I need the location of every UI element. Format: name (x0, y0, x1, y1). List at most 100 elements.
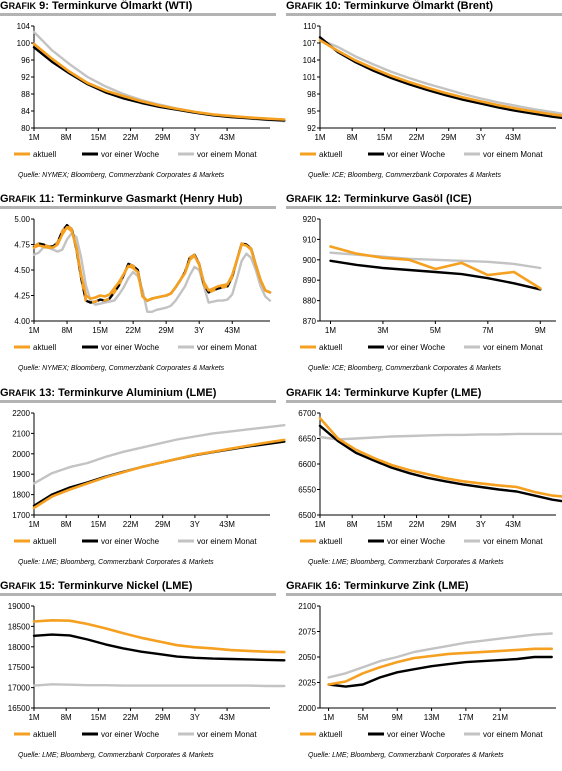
series-group (329, 245, 542, 291)
chart-title-text: Terminkurve Nickel (LME) (58, 580, 193, 592)
title-rule (0, 206, 276, 209)
y-tick-label: 5.00 (14, 215, 30, 224)
series-line-week (327, 655, 553, 688)
axes: 16500 17000 17500 18000 18500 19000 1M 8M 15M 22M… (8, 602, 270, 722)
x-tick-label: 29M (155, 713, 171, 722)
y-tick-label: 6700 (298, 409, 316, 418)
chart-title-number: 10: (325, 0, 342, 12)
chart-title-number: 9: (39, 0, 49, 12)
y-tick-label: 17500 (8, 663, 31, 672)
x-tick-label: 43M (505, 520, 521, 529)
title-rule (286, 593, 562, 596)
chart-title-number: 14: (325, 387, 342, 399)
x-tick-label: 3Y (194, 326, 204, 335)
legend-label: vor einem Monat (197, 730, 257, 739)
chart-title: GRAFIK 16: Terminkurve Zink (LME) (286, 580, 469, 592)
y-tick-label: 910 (303, 235, 317, 244)
series-line-aktuell (318, 38, 562, 117)
legend: aktuell vor einer Woche vor einem Monat (14, 537, 257, 546)
legend-label: aktuell (319, 343, 342, 352)
legend: aktuell vor einer Woche vor einem Monat (14, 730, 257, 739)
y-tick-label: 4.50 (14, 266, 30, 275)
x-tick-label: 15M (91, 520, 107, 529)
y-tick-label: 4.75 (14, 241, 30, 250)
x-tick-label: 3Y (190, 133, 200, 142)
title-rule (0, 593, 276, 596)
y-tick-label: 6650 (298, 435, 316, 444)
chart-title-text: Terminkurve Aluminium (LME) (58, 387, 217, 399)
legend-label: vor einer Woche (387, 150, 446, 159)
chart-title-prefix: GRAFIK (0, 0, 37, 12)
legend-label: vor einer Woche (387, 537, 446, 546)
series-line-month (318, 38, 562, 115)
chart-source: Quelle: LME; Bloomberg, Commerzbank Corp… (18, 752, 214, 759)
y-tick-label: 84 (21, 107, 30, 116)
series-line-month (32, 683, 286, 688)
series-group (318, 36, 562, 120)
x-tick-label: 1M (28, 520, 39, 529)
title-rule (286, 13, 562, 16)
y-tick-label: 2050 (298, 653, 316, 662)
legend: aktuell vor einer Woche vor einem Monat (300, 730, 543, 739)
chart-source: Quelle: NYMEX; Bloomberg, Commerzbank Co… (18, 172, 225, 179)
series-line-aktuell (32, 438, 286, 510)
x-tick-label: 43M (219, 713, 235, 722)
chart-title: GRAFIK 15: Terminkurve Nickel (LME) (0, 580, 192, 592)
chart-svg: 1700 1800 1900 2000 2100 2200 1M 8M 15M 22M 29M 3Y 4… (12, 409, 286, 546)
series-line-week (32, 633, 286, 662)
legend-label: aktuell (33, 343, 56, 352)
legend: aktuell vor einer Woche vor einem Monat (14, 343, 257, 352)
chart-panel: GRAFIK 10: Terminkurve Ölmarkt (Brent) 92… (286, 0, 562, 191)
chart-title: GRAFIK 9: Terminkurve Ölmarkt (WTI) (0, 0, 192, 12)
chart-title-text: Terminkurve Gasmarkt (Henry Hub) (57, 193, 243, 205)
legend-label: aktuell (33, 537, 56, 546)
x-tick-label: 1M (28, 133, 39, 142)
x-tick-label: 29M (155, 520, 171, 529)
legend-label: aktuell (319, 150, 342, 159)
chart-title-text: Terminkurve Ölmarkt (Brent) (344, 0, 494, 12)
x-tick-label: 22M (123, 713, 139, 722)
y-tick-label: 80 (21, 124, 30, 133)
y-tick-label: 1900 (12, 470, 30, 479)
chart-panel: GRAFIK 14: Terminkurve Kupfer (LME) 6500 6… (286, 387, 562, 578)
y-tick-label: 92 (307, 124, 316, 133)
x-tick-label: 5M (430, 326, 441, 335)
axes: 92 95 98 101 104 107 110 1M 8M 15M 22M 29M 3Y 43M (303, 22, 556, 142)
x-tick-label: 1M (323, 713, 334, 722)
chart-title-number: 12: (325, 193, 342, 205)
chart-panel: GRAFIK 11: Terminkurve Gasmarkt (Henry H… (0, 193, 276, 384)
legend-label: aktuell (33, 730, 56, 739)
legend-label: vor einem Monat (483, 150, 543, 159)
y-tick-label: 104 (17, 22, 31, 31)
x-tick-label: 21M (492, 713, 508, 722)
y-tick-label: 100 (17, 39, 31, 48)
chart-title-text: Terminkurve Ölmarkt (WTI) (51, 0, 193, 12)
axes: 870 880 890 900 910 920 1M 3M 5M 7M 9M (303, 215, 556, 335)
legend-label: vor einem Monat (197, 537, 257, 546)
x-tick-label: 29M (158, 326, 174, 335)
series-line-week (32, 46, 286, 122)
x-tick-label: 8M (61, 326, 72, 335)
y-tick-label: 4.25 (14, 292, 30, 301)
x-tick-label: 29M (155, 133, 171, 142)
series-line-month (327, 632, 553, 679)
y-tick-label: 4.00 (14, 317, 30, 326)
legend-label: vor einer Woche (387, 343, 446, 352)
y-tick-label: 101 (303, 73, 317, 82)
x-tick-label: 15M (91, 713, 107, 722)
x-tick-label: 29M (441, 520, 457, 529)
x-tick-label: 22M (123, 520, 139, 529)
chart-title: GRAFIK 10: Terminkurve Ölmarkt (Brent) (286, 0, 493, 12)
x-tick-label: 1M (325, 326, 336, 335)
chart-panel: GRAFIK 13: Terminkurve Aluminium (LME) 17… (0, 387, 286, 578)
series-line-aktuell (329, 245, 542, 290)
chart-title: GRAFIK 14: Terminkurve Kupfer (LME) (286, 387, 481, 399)
legend-label: aktuell (319, 537, 342, 546)
chart-panel: GRAFIK 9: Terminkurve Ölmarkt (WTI) 80 84 8… (0, 0, 286, 191)
axes: 1700 1800 1900 2000 2100 2200 1M 8M 15M 22M 29M 3Y 4… (12, 409, 270, 529)
chart-title-prefix: GRAFIK (286, 580, 323, 592)
y-tick-label: 2000 (12, 450, 30, 459)
y-tick-label: 88 (21, 90, 30, 99)
y-tick-label: 2075 (298, 628, 316, 637)
chart-panel: GRAFIK 16: Terminkurve Zink (LME) 2000 202… (286, 580, 562, 771)
